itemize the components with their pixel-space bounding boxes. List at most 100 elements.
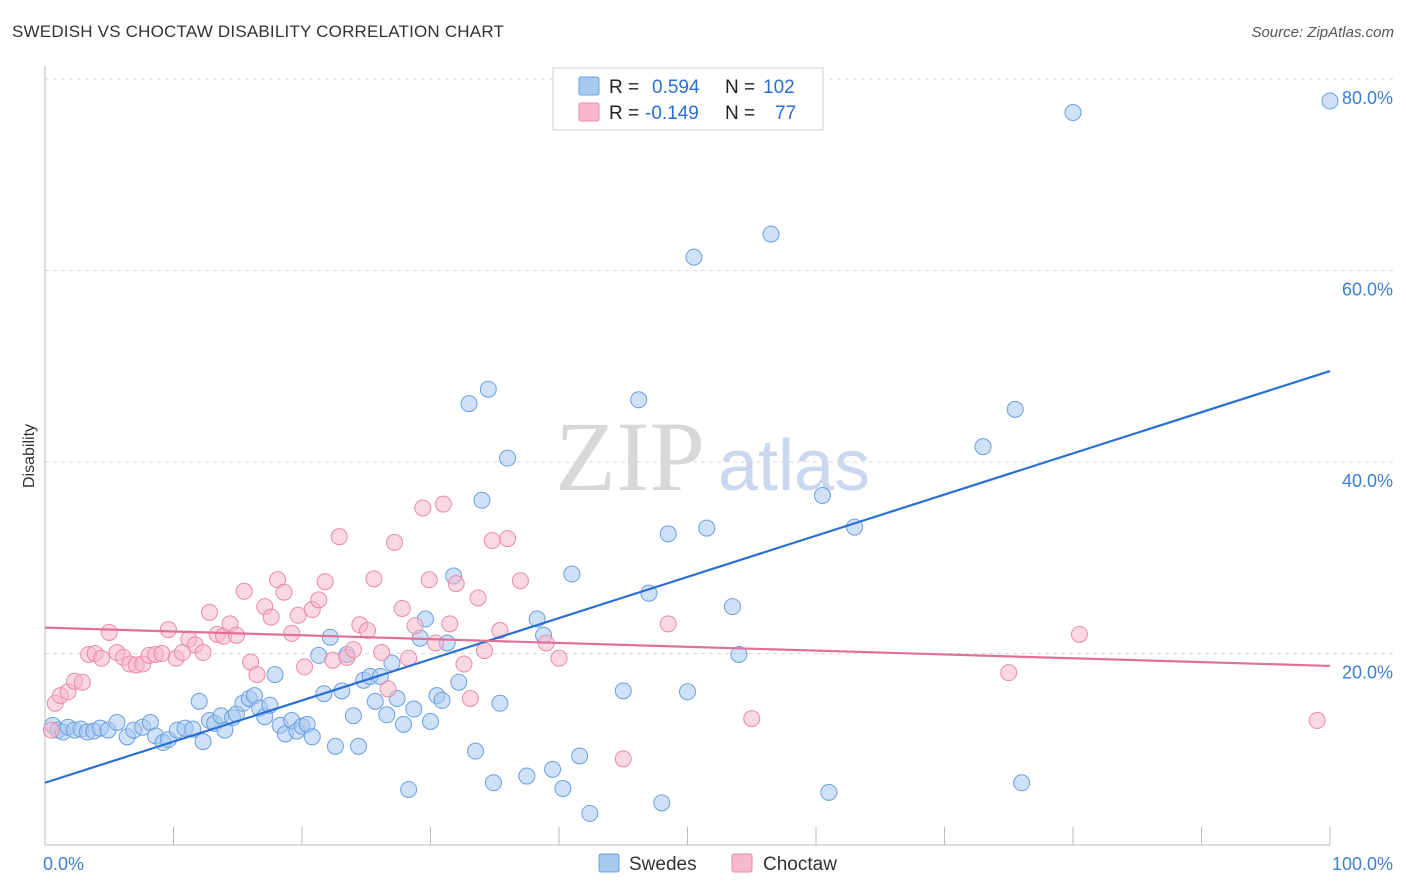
point-choctaw-71 (614, 750, 632, 768)
point-choctaw-52 (393, 599, 411, 617)
n-label-swedes: N = (725, 77, 755, 98)
point-choctaw-73 (743, 710, 761, 728)
point-swedes-90 (685, 248, 703, 266)
point-choctaw-55 (414, 499, 432, 517)
point-swedes-81 (563, 565, 581, 583)
y-axis-label: Disability (21, 424, 38, 488)
point-swedes-60 (405, 700, 423, 718)
point-choctaw-8 (93, 649, 111, 667)
point-choctaw-56 (420, 571, 438, 589)
point-choctaw-66 (491, 622, 509, 640)
point-swedes-43 (310, 646, 328, 664)
tick-labels: 20.0% 40.0% 60.0% 80.0% 0.0% 100.0% (43, 88, 1393, 874)
point-choctaw-48 (365, 570, 383, 588)
point-choctaw-23 (194, 644, 212, 662)
point-choctaw-0 (42, 721, 60, 739)
stats-legend: R = 0.594 N = 102 R = -0.149 N = 77 (552, 67, 824, 131)
point-choctaw-45 (344, 641, 362, 659)
point-choctaw-36 (283, 624, 301, 642)
legend-swatch-choctaw (731, 853, 753, 873)
point-choctaw-64 (475, 642, 493, 660)
point-choctaw-41 (316, 573, 334, 591)
point-choctaw-62 (461, 690, 479, 708)
point-swedes-80 (554, 780, 572, 798)
point-choctaw-51 (386, 533, 404, 551)
point-choctaw-60 (447, 575, 465, 593)
point-choctaw-18 (159, 621, 177, 639)
point-choctaw-65 (483, 532, 501, 550)
point-swedes-76 (518, 767, 536, 785)
y-tick-label-3: 80.0% (1342, 88, 1393, 108)
trend-line-choctaw (44, 626, 1331, 668)
n-label-choctaw: N = (725, 103, 755, 124)
point-swedes-89 (679, 683, 696, 701)
point-choctaw-54 (406, 617, 424, 635)
point-choctaw-50 (379, 680, 397, 698)
point-choctaw-61 (455, 655, 473, 673)
point-choctaw-43 (330, 528, 348, 546)
point-swedes-92 (723, 598, 741, 616)
point-swedes-95 (813, 487, 831, 505)
point-choctaw-29 (235, 582, 253, 600)
watermark-atlas: atlas (718, 426, 870, 506)
point-choctaw-42 (324, 651, 342, 669)
point-swedes-84 (614, 682, 632, 700)
point-swedes-79 (544, 760, 562, 778)
watermark-zip: ZIP (555, 401, 705, 512)
point-swedes-82 (571, 747, 589, 765)
point-swedes-59 (400, 780, 418, 798)
point-swedes-93 (730, 645, 748, 663)
series-legend: Swedes Choctaw (598, 853, 837, 875)
point-choctaw-9 (100, 623, 118, 641)
point-swedes-99 (1006, 400, 1024, 418)
point-swedes-83 (581, 804, 599, 822)
n-value-swedes: 102 (763, 77, 795, 98)
source-credit: Source: ZipAtlas.com (1251, 24, 1394, 41)
point-swedes-54 (371, 667, 389, 685)
point-choctaw-75 (1070, 625, 1088, 643)
point-choctaw-37 (289, 606, 307, 624)
point-swedes-94 (762, 225, 780, 243)
point-swedes-68 (450, 673, 468, 691)
legend-label-choctaw: Choctaw (763, 854, 837, 875)
point-choctaw-24 (200, 603, 218, 621)
r-value-choctaw: -0.149 (645, 103, 699, 124)
point-swedes-85 (630, 391, 648, 409)
x-tick-label-1: 100.0% (1332, 854, 1393, 874)
r-label-choctaw: R = (609, 103, 639, 124)
point-swedes-55 (378, 706, 396, 724)
trend-lines (44, 369, 1331, 784)
point-choctaw-72 (659, 615, 677, 633)
point-swedes-87 (653, 794, 671, 812)
point-swedes-63 (422, 712, 439, 730)
point-choctaw-35 (275, 583, 293, 601)
point-choctaw-5 (73, 673, 91, 691)
point-choctaw-59 (441, 615, 459, 633)
y-tick-label-1: 40.0% (1342, 471, 1393, 491)
chart-title: SWEDISH VS CHOCTAW DISABILITY CORRELATIO… (12, 22, 505, 41)
point-swedes-75 (499, 449, 517, 467)
legend-swatch-swedes (598, 853, 620, 873)
point-swedes-102 (1321, 92, 1339, 110)
point-choctaw-70 (550, 649, 568, 667)
point-swedes-42 (303, 728, 321, 746)
point-choctaw-63 (469, 589, 487, 607)
point-swedes-71 (473, 491, 491, 509)
point-swedes-101 (1064, 104, 1082, 122)
point-swedes-88 (659, 525, 677, 543)
point-choctaw-38 (296, 658, 314, 676)
watermark: ZIP atlas (555, 401, 870, 512)
point-swedes-46 (326, 737, 344, 755)
point-choctaw-74 (1000, 664, 1018, 682)
point-swedes-10 (108, 713, 126, 731)
point-swedes-22 (194, 733, 212, 751)
swatch-swedes (578, 76, 600, 96)
data-points (42, 92, 1339, 822)
point-choctaw-47 (359, 622, 377, 640)
legend-label-swedes: Swedes (629, 854, 697, 875)
point-swedes-50 (350, 737, 368, 755)
point-swedes-35 (266, 666, 284, 684)
point-choctaw-68 (511, 572, 529, 590)
point-swedes-73 (484, 774, 502, 792)
